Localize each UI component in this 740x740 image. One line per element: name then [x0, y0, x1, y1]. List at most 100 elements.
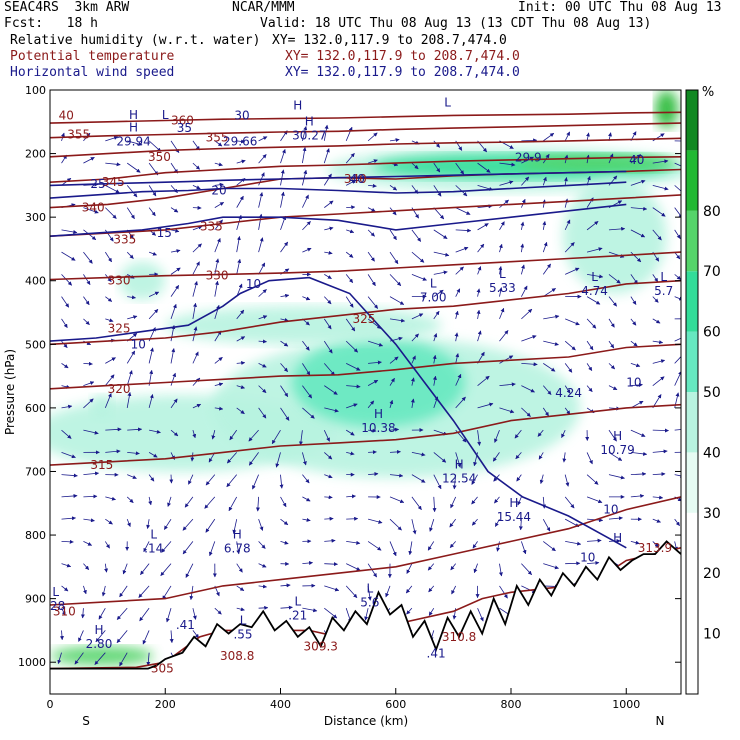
wind-vector-364: [389, 229, 397, 241]
field-wind-label: Horizontal wind speed: [10, 65, 175, 80]
wind-vector-289: [323, 148, 330, 164]
wind-vector-520: [517, 496, 522, 506]
wind-vector-257: [280, 518, 289, 526]
wind-vector-307: [324, 562, 338, 567]
rh-patch-10: [90, 395, 114, 421]
forecast-hour: Fcst: 18 h: [4, 16, 98, 31]
extremum-value-17: .14: [144, 542, 163, 556]
wind-vector-395: [410, 377, 415, 386]
wind-vector-341: [367, 251, 375, 262]
wind-vector-4: [61, 229, 78, 234]
wind-vector-209: [232, 519, 238, 534]
wind-vector-160: [184, 496, 194, 508]
wind-vector-195: [236, 195, 244, 208]
wind-vector-461: [477, 243, 485, 253]
wind-vector-210: [236, 541, 241, 555]
wind-vector-87: [127, 474, 137, 479]
wind-vector-389: [411, 251, 425, 263]
wind-vector-631: [630, 296, 637, 305]
wind-vector-416: [433, 310, 440, 320]
extremum-mark-2: H: [305, 114, 314, 128]
wind-vector-236: [258, 584, 268, 589]
wind-vector-376: [389, 496, 405, 504]
wind-vector-630: [630, 274, 638, 285]
field-theta-label: Potential temperature: [10, 49, 175, 64]
wind-contour-25: [50, 170, 627, 187]
contour-labels: 305 308.8 309.3 310.8 313.9 310 315 320 325 325 33…: [50, 95, 673, 675]
colorbar-tick-70: 70: [703, 264, 721, 280]
x-tick-label-1000: 1000: [612, 698, 640, 711]
wind-vector-118: [142, 630, 150, 645]
wind-vector-224: [258, 315, 268, 320]
wind-vector-45: [80, 608, 85, 619]
wind-vector-36: [83, 398, 94, 409]
wind-vector-528: [543, 132, 555, 142]
wind-vector-472: [471, 496, 478, 505]
extremum-mark-4: H: [129, 108, 138, 122]
wind-vector-213: [236, 607, 245, 612]
wind-vector-94: [116, 630, 128, 644]
wind-vector-207: [226, 474, 238, 488]
wind-vector-676: [674, 229, 681, 239]
colorbar-tick-80: 80: [703, 204, 721, 220]
wind-vector-346: [368, 360, 382, 365]
wind-vector-145: [192, 162, 200, 170]
extremum-mark-14: H: [455, 458, 464, 472]
wind-vector-412: [433, 229, 448, 239]
wind-vector-136: [167, 496, 172, 507]
wind-vector-250: [280, 363, 288, 372]
colorbar-bin-30: [686, 452, 698, 513]
wind-vector-552: [564, 131, 571, 142]
wind-vector-610: [608, 363, 616, 370]
extremum-mark-7: L: [444, 95, 451, 109]
wind-vector-404: [405, 585, 413, 594]
wind-vector-331: [346, 563, 361, 571]
extremum-value-3: 29.9: [515, 151, 542, 165]
extremum-mark-11: L: [660, 270, 667, 284]
wind-vector-46: [78, 630, 84, 642]
wind-vector-101: [148, 251, 157, 256]
wind-vector-251: [280, 385, 289, 398]
wind-label-10: 40: [350, 172, 365, 186]
colorbar-tick-20: 20: [703, 566, 721, 582]
wind-vector-156: [192, 403, 202, 409]
wind-vector-437: [455, 246, 469, 253]
wind-vector-499: [498, 563, 503, 577]
wind-vector-365: [389, 251, 399, 265]
wind-vector-127: [170, 285, 180, 297]
wind-vector-234: [258, 541, 266, 549]
wind-vector-113: [146, 519, 151, 529]
wind-vector-6: [61, 274, 72, 286]
wind-vector-657: [652, 340, 664, 345]
wind-vector-249: [280, 340, 289, 347]
wind-vector-294: [324, 274, 332, 280]
wind-vector-561: [564, 340, 576, 351]
wind-vector-300: [324, 407, 339, 413]
wind-vector-192: [236, 139, 246, 144]
wind-label-8: 30: [234, 108, 249, 122]
wind-vector-460: [477, 223, 489, 231]
wind-vector-400: [411, 496, 422, 511]
extremum-value-22: .41: [176, 618, 195, 632]
wind-vector-83: [126, 370, 133, 386]
colorbar-tick-60: 60: [703, 325, 721, 341]
wind-vector-354: [367, 541, 382, 551]
wind-vector-60: [104, 393, 112, 409]
wind-vector-342: [367, 274, 376, 287]
wind-vector-173: [214, 238, 221, 253]
wind-vector-652: [652, 229, 662, 241]
x-axis: 0 200 400 600 800 1000: [47, 688, 640, 711]
wind-vector-124: [170, 228, 180, 233]
wind-vector-59: [105, 374, 115, 386]
wind-vector-92: [119, 585, 128, 598]
wind-vector-567: [564, 474, 570, 487]
wind-vector-481: [499, 162, 516, 167]
wind-vector-606: [608, 274, 621, 284]
wind-vector-399: [411, 474, 426, 483]
wind-vector-330: [346, 540, 361, 545]
extremum-mark-16: H: [509, 496, 518, 510]
wind-vector-635: [630, 382, 643, 387]
wind-vector-438: [455, 266, 464, 275]
wind-vector-296: [323, 318, 332, 330]
wind-vector-34: [83, 361, 93, 366]
